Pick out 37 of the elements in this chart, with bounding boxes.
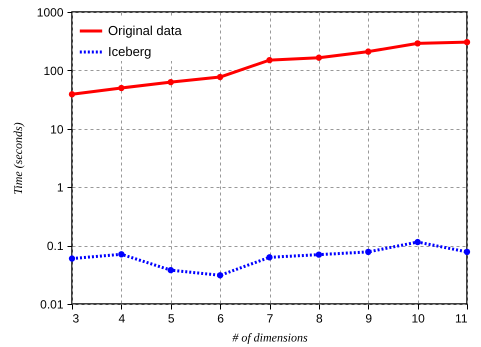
point xyxy=(414,238,421,246)
x-tick-label: 3 xyxy=(72,312,80,326)
point xyxy=(168,266,174,274)
point xyxy=(266,254,273,260)
legend-label: Iceberg xyxy=(108,44,152,59)
x-tick-label: 6 xyxy=(217,312,224,326)
point xyxy=(118,251,125,258)
x-tick-label: 8 xyxy=(316,312,324,326)
y-tick-label: 0.1 xyxy=(46,239,64,254)
point xyxy=(216,74,224,80)
point xyxy=(414,40,421,47)
y-axis-title: Time (seconds) xyxy=(10,122,25,195)
point xyxy=(365,48,372,55)
y-tick-label: 100 xyxy=(43,64,64,78)
point xyxy=(216,272,224,278)
x-tick-label: 7 xyxy=(266,312,274,326)
legend-label: Original data xyxy=(108,23,182,38)
point xyxy=(316,251,322,258)
point xyxy=(365,248,372,256)
x-tick-label: 10 xyxy=(411,312,426,326)
x-axis-title: # of dimensions xyxy=(232,330,308,344)
x-tick-label: 5 xyxy=(168,312,175,326)
point xyxy=(68,91,76,98)
y-tick-label: 10 xyxy=(50,122,64,136)
point xyxy=(464,38,470,46)
y-tick-label: 1000 xyxy=(36,6,64,20)
point xyxy=(168,78,174,86)
point xyxy=(316,54,322,61)
point xyxy=(266,56,273,64)
x-tick-label: 11 xyxy=(455,312,468,326)
point xyxy=(68,255,76,262)
point xyxy=(118,84,125,92)
x-tick-label: 4 xyxy=(118,312,126,326)
x-tick-label: 9 xyxy=(365,312,372,326)
y-tick-label: 0.01 xyxy=(40,298,64,312)
point xyxy=(464,248,470,256)
y-tick-label: 1 xyxy=(56,180,64,195)
